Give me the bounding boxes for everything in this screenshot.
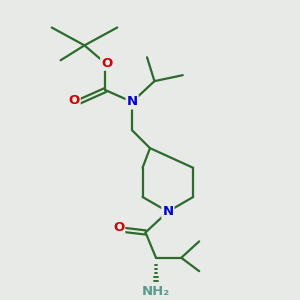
Text: O: O	[113, 221, 124, 235]
Text: O: O	[68, 94, 80, 107]
Text: O: O	[101, 57, 112, 70]
Text: NH₂: NH₂	[142, 285, 170, 298]
Text: N: N	[162, 205, 173, 218]
Text: N: N	[127, 95, 138, 109]
